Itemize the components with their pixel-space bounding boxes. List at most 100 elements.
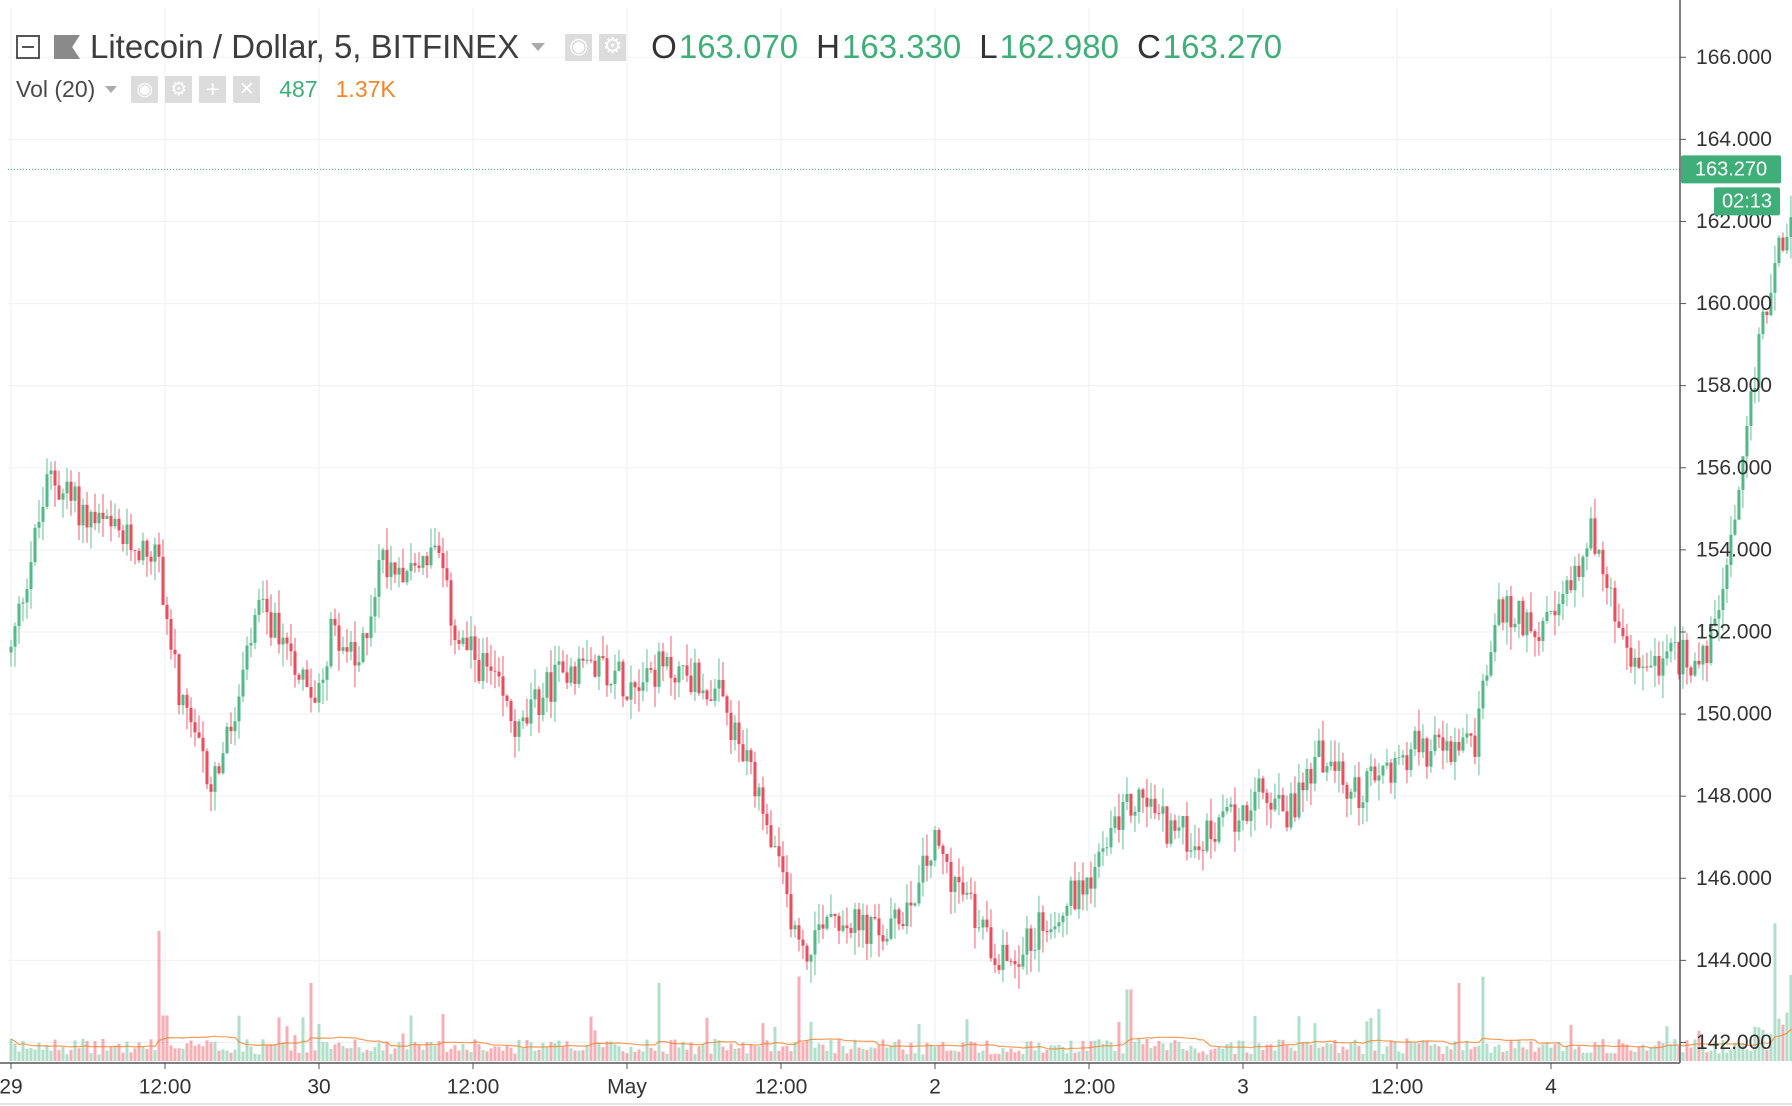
candle-body [1785,236,1789,251]
candle-body [925,855,929,866]
candle-body [1149,798,1153,807]
candle-body [429,547,433,566]
volume-bar [557,1040,561,1061]
candle-body [529,699,533,724]
eye-icon[interactable]: ◉ [565,33,593,61]
volume-bar [1725,1052,1729,1061]
candle-body [1781,237,1785,251]
candle-body [329,618,333,667]
candle-body [889,918,893,939]
candle-body [1633,657,1637,667]
volume-bar [1445,1046,1449,1061]
candle-body [1521,600,1525,636]
candle-body [665,656,669,667]
candle-body [477,659,481,682]
volume-bar [1697,1030,1701,1061]
volume-bar [1189,1045,1193,1061]
volume-bar [1225,1044,1229,1061]
volume-bar [661,1051,665,1061]
collapse-icon[interactable] [16,35,40,59]
volume-bar [553,1043,557,1061]
volume-bar [121,1052,125,1061]
candle-body [253,614,257,644]
candle-body [1001,944,1005,970]
volume-bar [1397,1051,1401,1061]
candle-body [1181,816,1185,828]
y-tick-label: 162.000 [1696,210,1772,233]
candle-body [1677,641,1681,675]
candle-body [493,670,497,672]
volume-bar [1661,1042,1665,1061]
volume-bar [1609,1053,1613,1061]
candle-body [1497,599,1501,625]
candle-body [1177,827,1181,831]
candle-body [45,474,49,507]
volume-indicator-label[interactable]: Vol (20) [16,75,96,102]
candle-body [677,666,681,683]
volume-bar [361,1052,365,1061]
candle-body [601,655,605,659]
candle-body [853,909,857,934]
volume-bar [641,1051,645,1061]
candle-body [1629,647,1633,667]
volume-bar [1305,1041,1309,1061]
candle-body [517,721,521,737]
gear-icon[interactable]: ⚙ [599,33,627,61]
candle-body [401,567,405,583]
volume-bar [1029,1041,1033,1061]
candle-body [1101,848,1105,852]
volume-bar [1557,1042,1561,1061]
candle-body [1493,624,1497,653]
symbol-title[interactable]: Litecoin / Dollar, 5, BITFINEX [90,28,520,65]
candle-body [1465,733,1469,738]
volume-bar [829,1040,833,1061]
candle-body [129,524,133,551]
plus-icon[interactable]: + [199,75,227,103]
high-value: 163.330 [841,28,962,65]
chevron-down-icon[interactable] [531,43,546,51]
volume-bar [621,1051,625,1061]
candle-body [193,722,197,733]
candle-body [1069,880,1073,906]
volume-bar [705,1017,709,1061]
candle-body [597,655,601,677]
volume-bar [1465,1040,1469,1061]
volume-bar [949,1050,953,1061]
candle-body [1485,675,1489,681]
volume-bar [1069,1040,1073,1061]
candle-body [381,549,385,560]
volume-bar [817,1043,821,1061]
candle-body [945,853,949,862]
candle-body [733,722,737,741]
chevron-down-icon[interactable] [105,85,118,93]
candle-body [17,603,21,627]
candle-body [1593,518,1597,554]
eye-icon[interactable]: ◉ [131,75,159,103]
volume-bar [765,1040,769,1061]
y-tick-label: 166.000 [1696,46,1772,69]
candle-body [833,913,837,916]
volume-bar [201,1046,205,1061]
volume-bar [413,1042,417,1061]
volume-bar [885,1047,889,1061]
volume-bar [485,1051,489,1061]
volume-bar [1373,1050,1377,1061]
candle-body [413,563,417,566]
candle-body [1557,604,1561,616]
gear-icon[interactable]: ⚙ [165,75,193,103]
volume-bar [1449,1049,1453,1061]
candle-body [729,712,733,741]
volume-bar [721,1046,725,1061]
volume-bar [1289,1047,1293,1061]
candle-body [337,625,341,651]
volume-bar [1581,1052,1585,1061]
flag-icon[interactable] [54,35,80,59]
volume-bar [61,1047,65,1061]
volume-bar [917,1024,921,1061]
candle-body [1601,549,1605,575]
candle-body [725,696,729,713]
close-icon[interactable]: ✕ [233,75,261,103]
volume-ma-value: 1.37K [335,75,396,102]
candle-body [277,612,281,645]
